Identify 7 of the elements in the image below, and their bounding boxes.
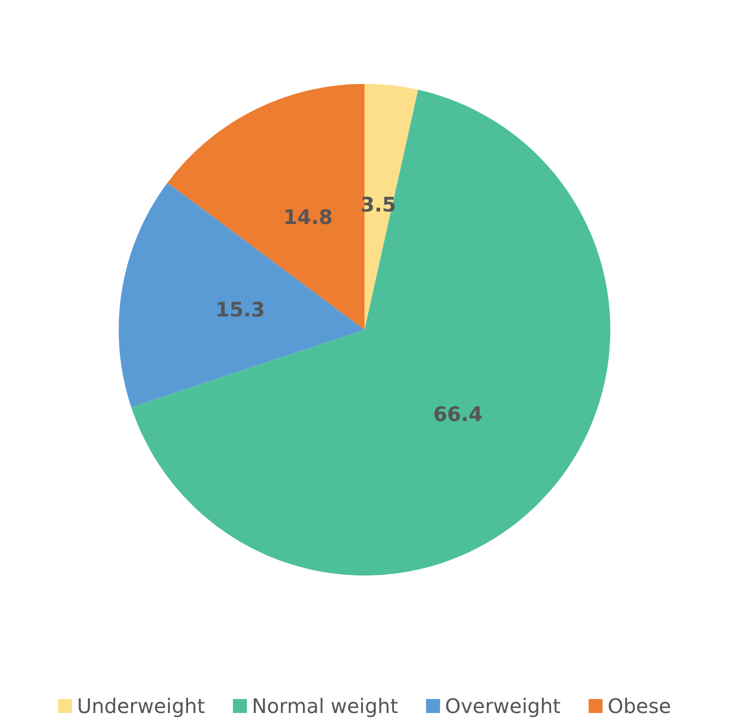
data-label: 14.8 [283, 205, 333, 230]
data-label: 66.4 [433, 402, 483, 426]
legend-label: Underweight [76, 694, 206, 718]
legend-label: Overweight [445, 694, 561, 718]
data-label: 15.3 [216, 298, 265, 322]
legend-label: Obese [608, 694, 672, 718]
legend-label: Normal weight [252, 694, 398, 718]
